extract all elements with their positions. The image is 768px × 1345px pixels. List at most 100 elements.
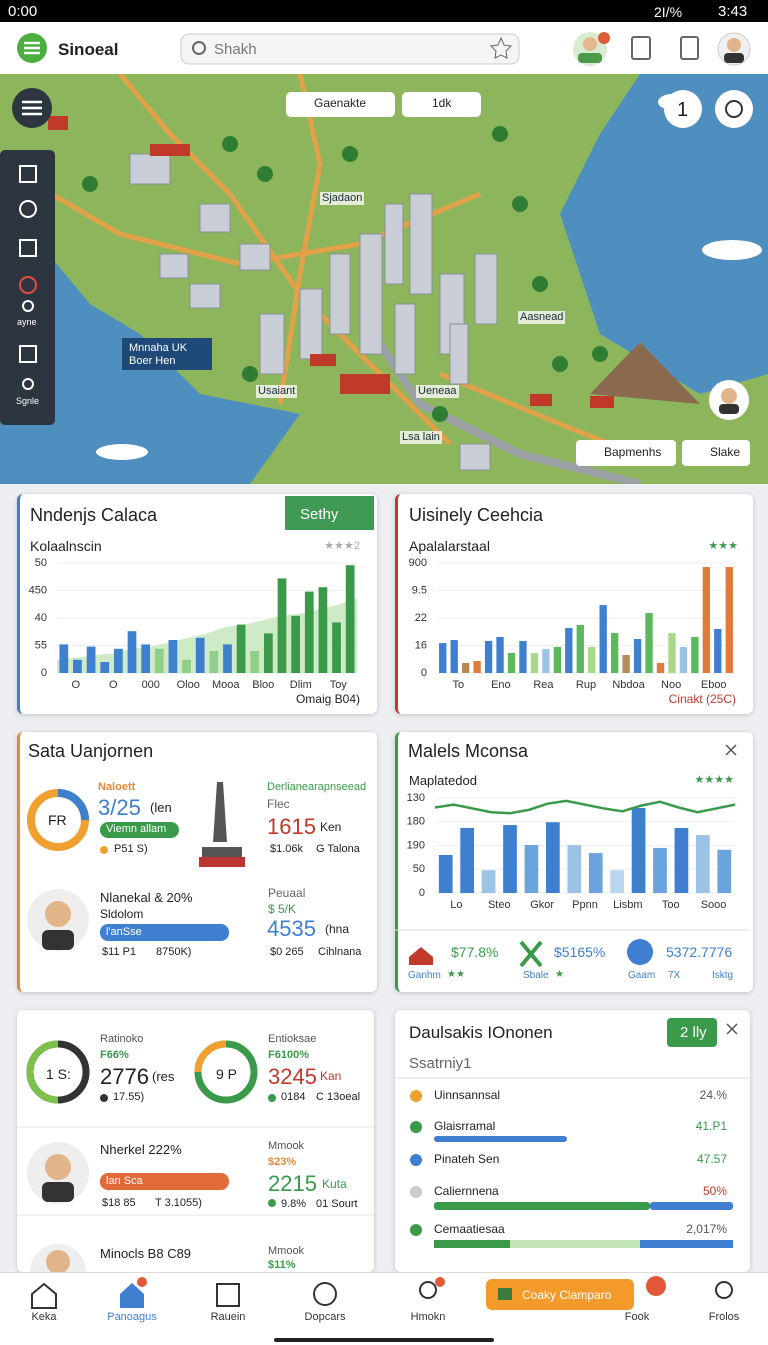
map-button[interactable] xyxy=(682,440,750,466)
stat-unit: (len xyxy=(150,800,172,815)
x-tick-label: Noo xyxy=(661,679,681,691)
refresh-button[interactable] xyxy=(715,90,753,128)
rating: ★ xyxy=(555,969,564,980)
nav-item[interactable]: Frolos xyxy=(708,1311,740,1323)
nav-item[interactable]: Keka xyxy=(31,1311,57,1323)
row-value: 50% xyxy=(702,1184,727,1198)
x-tick-label: Bloo xyxy=(252,679,274,691)
x-tick-label: Eno xyxy=(491,679,511,691)
bar xyxy=(318,587,328,673)
search-placeholder[interactable]: Shakh xyxy=(214,41,257,58)
chart-title: Apalalarstaal xyxy=(409,538,490,554)
bar xyxy=(304,591,314,673)
search-box[interactable] xyxy=(180,33,520,65)
y-tick-label: 40 xyxy=(35,612,47,624)
bar xyxy=(576,624,584,673)
card-title: Uisinely Ceehcia xyxy=(409,505,544,525)
nav-icon[interactable] xyxy=(419,1281,437,1299)
filter[interactable]: 1dk xyxy=(432,96,452,110)
doc-icon[interactable] xyxy=(631,36,651,60)
rating: ★★★★ xyxy=(694,774,734,786)
stat-note: T 3.1055) xyxy=(155,1197,202,1209)
stat-value: 2215 xyxy=(268,1171,317,1196)
bar xyxy=(473,661,481,673)
bar xyxy=(114,648,123,673)
stat-note: G Talona xyxy=(316,843,360,855)
stat-value: 5372.7776 xyxy=(666,944,733,960)
close-icon[interactable] xyxy=(725,744,737,756)
nav-icon[interactable] xyxy=(31,1282,57,1309)
stat-sub: Sldolom xyxy=(100,907,144,921)
stat-label: Nherkel 222% xyxy=(100,1142,182,1157)
nav-item[interactable]: Rauein xyxy=(210,1311,246,1323)
nav-item[interactable]: Dopcars xyxy=(304,1311,346,1323)
stat-change: $23% xyxy=(268,1156,297,1168)
land xyxy=(0,74,768,484)
nav-item[interactable]: Hmokn xyxy=(410,1311,446,1323)
card-decor xyxy=(395,1018,750,1248)
map-label: Aasnead xyxy=(518,311,566,324)
filter-pill[interactable] xyxy=(402,92,481,117)
button-label[interactable]: Sethy xyxy=(300,506,339,523)
stat-note: 8750K) xyxy=(156,946,192,958)
bar xyxy=(195,637,205,673)
badge-label[interactable]: 2 lly xyxy=(680,1024,707,1041)
card-button[interactable] xyxy=(285,496,374,530)
stat-change: F66% xyxy=(100,1049,129,1061)
x-tick-label: O xyxy=(71,679,80,691)
ring-label: 9 P xyxy=(216,1066,238,1082)
badge-circle[interactable] xyxy=(664,90,702,128)
nav-icon[interactable] xyxy=(715,1281,733,1299)
bar xyxy=(645,612,653,673)
nav-item[interactable]: Fook xyxy=(624,1311,650,1323)
sidebar-label: ayne xyxy=(17,317,37,327)
nav-icon[interactable] xyxy=(216,1283,240,1307)
map-button-label[interactable]: Bapmenhs xyxy=(604,445,662,459)
star-icon[interactable] xyxy=(489,36,513,59)
action-label[interactable]: Coaky Clamparo xyxy=(522,1288,612,1302)
close-icon[interactable] xyxy=(726,1023,738,1035)
stat-label: Gaam xyxy=(628,970,656,981)
bar xyxy=(264,633,273,673)
stat-label: Entioksae xyxy=(268,1033,317,1045)
stat-tag: 7X xyxy=(668,970,681,981)
nav-icon[interactable] xyxy=(120,1283,144,1308)
stat-sub: Flec xyxy=(267,797,290,811)
bar xyxy=(168,640,178,673)
y-tick-label: 22 xyxy=(415,612,427,624)
action-button[interactable] xyxy=(486,1279,634,1310)
stat-label: Naloett xyxy=(98,781,136,793)
status-clock: 3:43 xyxy=(718,3,748,20)
nav-icon[interactable] xyxy=(313,1282,337,1306)
x-tick-label: 000 xyxy=(142,679,160,691)
bar xyxy=(702,567,711,673)
bar xyxy=(610,870,624,893)
map-button[interactable] xyxy=(576,440,676,466)
stat-note: 0184 xyxy=(281,1091,306,1103)
doc-icon[interactable] xyxy=(680,36,699,60)
sidebar-label: Sgnle xyxy=(16,396,40,406)
row-name: Cemaatiesaa xyxy=(434,1222,505,1236)
row-name: Glaisrramal xyxy=(434,1119,496,1133)
map-label: Boer Hen xyxy=(129,355,176,367)
map-button-label[interactable]: Slake xyxy=(710,445,741,459)
badge[interactable] xyxy=(667,1018,717,1047)
bar xyxy=(519,640,527,673)
refresh-icon xyxy=(725,100,743,118)
bar xyxy=(223,644,232,673)
ring-label: FR xyxy=(48,812,67,828)
filter-pill[interactable] xyxy=(286,92,395,117)
nav-item[interactable]: Panoagus xyxy=(107,1311,157,1323)
filter[interactable]: Gaenakte xyxy=(314,96,367,110)
stat-value: 3245 xyxy=(268,1064,317,1089)
map[interactable] xyxy=(0,74,768,484)
row-name: Caliernnena xyxy=(434,1184,499,1198)
x-tick-label: Lo xyxy=(450,899,462,911)
x-tick-label: To xyxy=(452,679,464,691)
card-decor xyxy=(395,744,750,968)
stat-note: 01 Sourt xyxy=(316,1198,358,1210)
bar xyxy=(674,827,689,893)
card-title: Nndenjs Calaca xyxy=(30,505,158,525)
sidebar-icons[interactable] xyxy=(19,165,37,390)
card-subtitle: Ssatrniy1 xyxy=(409,1055,472,1072)
